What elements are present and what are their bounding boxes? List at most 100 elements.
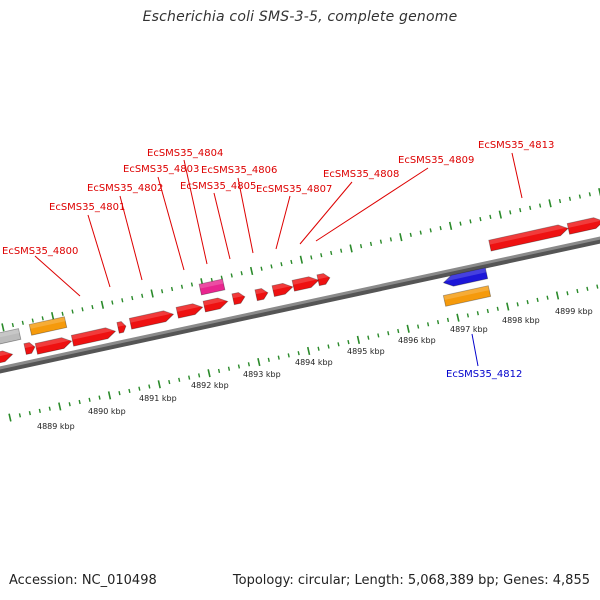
minor-tick: [197, 373, 201, 378]
minor-tick: [18, 413, 22, 418]
minor-tick: [588, 192, 591, 197]
gene-label[interactable]: EcSMS35_4801: [49, 202, 125, 213]
misc-feature-orange-left[interactable]: [28, 316, 68, 336]
gene-labels[interactable]: EcSMS35_4800 EcSMS35_4801 EcSMS35_4802 EcSM…: [2, 140, 554, 380]
gene-feature-4805[interactable]: [202, 296, 229, 313]
minor-tick: [128, 388, 131, 394]
minor-tick: [526, 300, 529, 305]
gene-track[interactable]: [0, 216, 600, 368]
minor-tick: [536, 297, 539, 303]
minor-tick: [317, 346, 320, 351]
minor-tick: [509, 210, 512, 215]
minor-tick: [417, 324, 420, 329]
gene-feature-4809[interactable]: [316, 272, 331, 287]
minor-tick: [230, 273, 233, 278]
minor-tick: [439, 226, 442, 231]
gene-feature-4801[interactable]: [70, 326, 117, 347]
minor-tick: [170, 286, 174, 292]
minor-tick: [397, 328, 400, 334]
minor-tick: [496, 306, 499, 311]
minor-tick: [178, 377, 181, 382]
gene-label[interactable]: EcSMS35_4805: [180, 181, 256, 192]
gene-feature-4803[interactable]: [128, 309, 175, 330]
gene-feature-4802[interactable]: [116, 321, 127, 334]
minor-tick: [576, 288, 579, 294]
gene-feature-4808[interactable]: [291, 275, 320, 292]
gene-label[interactable]: EcSMS35_4813: [478, 140, 554, 151]
minor-tick: [546, 295, 549, 300]
gene-label[interactable]: EcSMS35_4804: [147, 148, 223, 159]
gene-label[interactable]: EcSMS35_4812: [446, 369, 522, 380]
minor-tick: [469, 219, 472, 224]
minor-tick: [436, 320, 440, 325]
gene-label[interactable]: EcSMS35_4808: [323, 169, 399, 180]
minor-tick: [516, 302, 519, 307]
gene-feature-4813[interactable]: [566, 216, 600, 235]
minor-tick: [68, 402, 71, 407]
minor-tick: [78, 399, 81, 405]
gene-feature-4807[interactable]: [271, 281, 294, 297]
minor-tick: [81, 307, 84, 312]
leader-line: [213, 192, 231, 260]
leader-line: [183, 159, 208, 265]
backbone-shadow: [0, 238, 600, 374]
minor-tick: [327, 344, 330, 349]
minor-tick: [61, 311, 64, 316]
axis-tick-label: 4898 kbp: [502, 316, 540, 325]
minor-tick: [409, 232, 412, 237]
map-title: Escherichia coli SMS-3-5, complete genom…: [142, 9, 458, 25]
minor-tick: [479, 217, 482, 222]
minor-tick: [330, 250, 333, 256]
major-tick: [506, 302, 510, 311]
minor-tick: [111, 300, 114, 305]
minor-tick: [237, 364, 241, 369]
axis-tick-label: 4892 kbp: [191, 381, 229, 390]
minor-tick: [41, 316, 44, 321]
gene-feature-4807a[interactable]: [254, 287, 269, 302]
axis-tick-label: 4891 kbp: [139, 394, 177, 403]
axis-tick-label: 4889 kbp: [37, 422, 75, 431]
leader-line: [157, 176, 185, 271]
gene-feature-4804[interactable]: [175, 302, 204, 319]
minor-tick: [429, 228, 432, 233]
gene-feature-4799[interactable]: [0, 349, 14, 368]
gene-feature-4806[interactable]: [231, 291, 246, 306]
major-tick: [456, 313, 460, 322]
gene-label[interactable]: EcSMS35_4806: [201, 165, 277, 176]
misc-feature-pink[interactable]: [198, 278, 226, 296]
minor-tick: [426, 322, 430, 327]
axis-tick-label: 4896 kbp: [398, 336, 436, 345]
gene-feature-4800a[interactable]: [23, 342, 36, 355]
minor-tick: [260, 266, 263, 271]
gene-feature-4800[interactable]: [34, 336, 73, 355]
minor-tick: [48, 406, 51, 411]
minor-tick: [489, 214, 492, 219]
genome-backbone: [0, 236, 600, 374]
minor-tick: [359, 244, 363, 249]
major-tick: [249, 266, 254, 276]
backbone-line: [0, 236, 600, 370]
minor-tick: [586, 286, 589, 291]
gene-label[interactable]: EcSMS35_4800: [2, 246, 78, 257]
gene-feature-4813a[interactable]: [488, 223, 569, 252]
minor-tick: [131, 295, 134, 301]
genome-summary: Topology: circular; Length: 5,068,389 bp…: [232, 573, 590, 588]
minor-tick: [31, 318, 34, 323]
major-tick: [349, 244, 353, 253]
gene-label[interactable]: EcSMS35_4807: [256, 184, 332, 195]
accession-text: Accession: NC_010498: [9, 573, 157, 588]
minor-tick: [28, 411, 31, 416]
minor-tick: [367, 335, 370, 340]
gene-label[interactable]: EcSMS35_4803: [123, 164, 199, 175]
minor-tick: [596, 284, 599, 289]
misc-feature-orange-right[interactable]: [442, 285, 492, 307]
gene-feature-grey[interactable]: [0, 328, 22, 346]
leader-line: [237, 177, 254, 254]
minor-tick: [389, 237, 393, 242]
minor-tick: [280, 262, 283, 267]
gene-label[interactable]: EcSMS35_4802: [87, 183, 163, 194]
gene-feature-4812[interactable]: [442, 267, 489, 288]
gene-label[interactable]: EcSMS35_4809: [398, 155, 474, 166]
minor-tick: [558, 198, 562, 204]
